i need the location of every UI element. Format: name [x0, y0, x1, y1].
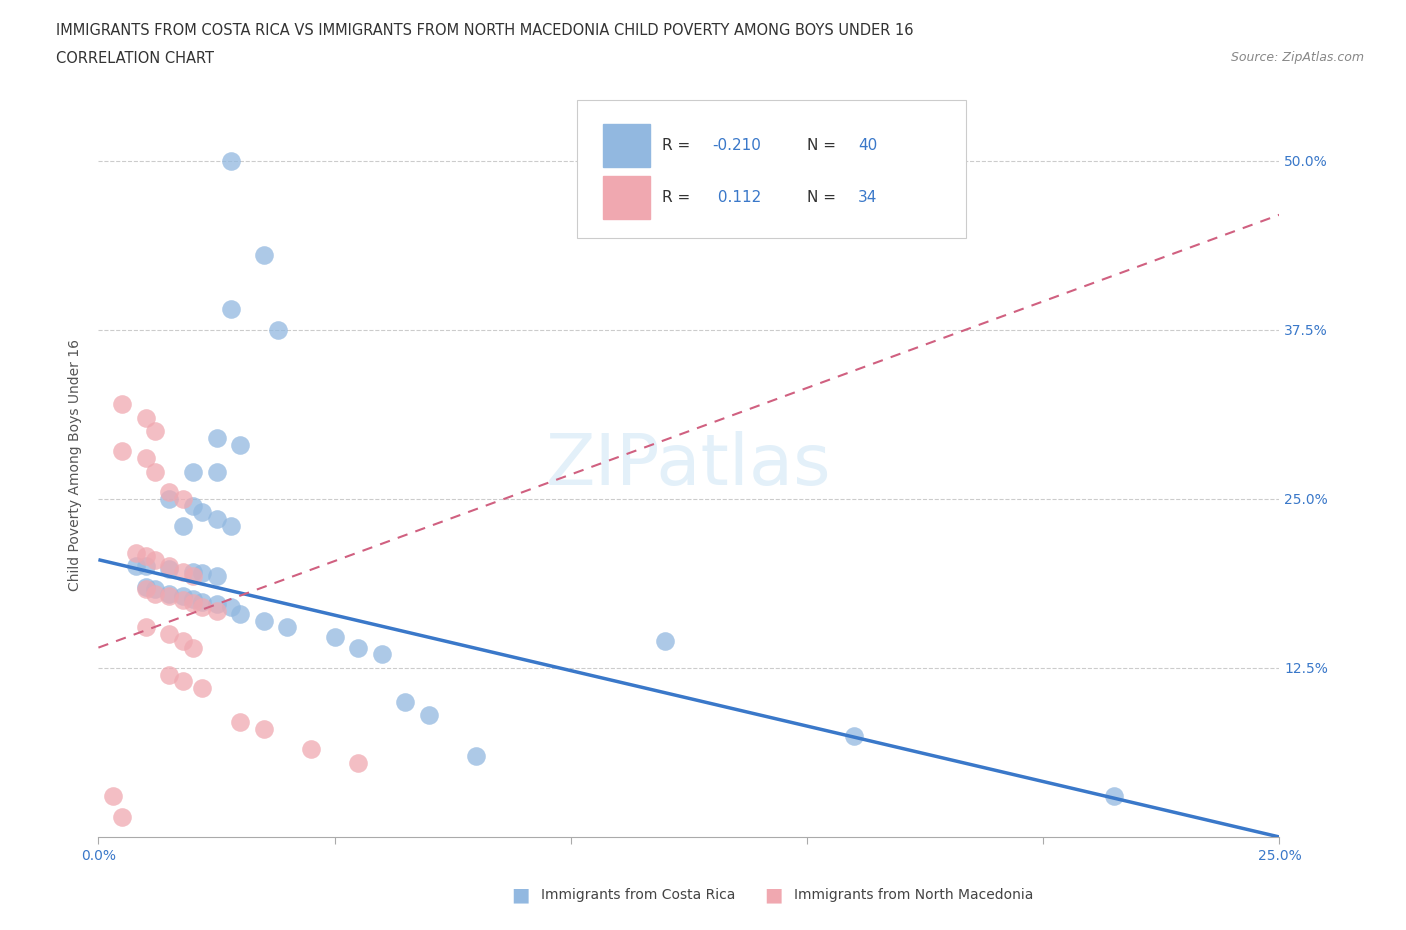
Point [253, 722, 276, 737]
Point [135, 559, 157, 574]
Text: R =: R = [662, 139, 695, 153]
Point [267, 323, 290, 338]
Point [323, 630, 346, 644]
Text: Source: ZipAtlas.com: Source: ZipAtlas.com [1230, 51, 1364, 64]
Point [135, 548, 157, 563]
Point [157, 589, 180, 604]
Text: 0.112: 0.112 [713, 191, 761, 206]
Text: N =: N = [807, 191, 841, 206]
Point [219, 302, 242, 317]
Point [347, 640, 370, 655]
Point [135, 582, 157, 597]
Point [157, 491, 180, 506]
Text: R =: R = [662, 191, 695, 206]
Point [172, 589, 194, 604]
Bar [603, 125, 650, 167]
Text: Immigrants from Costa Rica: Immigrants from Costa Rica [541, 887, 735, 902]
Text: ■: ■ [510, 885, 530, 904]
Point [191, 505, 214, 520]
Point [181, 565, 204, 579]
Point [125, 546, 148, 561]
Text: 34: 34 [858, 191, 877, 206]
Point [229, 714, 252, 729]
Point [135, 620, 157, 635]
Y-axis label: Child Poverty Among Boys Under 16: Child Poverty Among Boys Under 16 [69, 339, 83, 591]
Text: -0.210: -0.210 [713, 139, 762, 153]
Point [191, 600, 214, 615]
Point [172, 633, 194, 648]
Point [371, 647, 394, 662]
Point [157, 667, 180, 682]
Point [181, 498, 204, 513]
Point [181, 640, 204, 655]
Point [219, 600, 242, 615]
Point [191, 681, 214, 696]
Point [205, 597, 228, 612]
Point [125, 559, 148, 574]
Point [844, 728, 866, 743]
Point [205, 568, 228, 583]
Text: Immigrants from North Macedonia: Immigrants from North Macedonia [794, 887, 1033, 902]
Point [111, 397, 134, 412]
Bar [603, 177, 650, 219]
Point [299, 741, 322, 756]
Point [418, 708, 440, 723]
Point [229, 437, 252, 452]
Text: ■: ■ [763, 885, 783, 904]
Point [101, 789, 124, 804]
Point [191, 565, 214, 580]
Point [172, 565, 194, 579]
Point [135, 410, 157, 425]
Point [143, 464, 166, 479]
Point [172, 592, 194, 607]
Text: N =: N = [807, 139, 841, 153]
Point [347, 755, 370, 770]
Point [143, 586, 166, 601]
Point [157, 586, 180, 601]
Point [181, 591, 204, 606]
Text: ZIPatlas: ZIPatlas [546, 431, 832, 499]
Point [394, 695, 416, 710]
Point [219, 153, 242, 168]
Text: CORRELATION CHART: CORRELATION CHART [56, 51, 214, 66]
Text: IMMIGRANTS FROM COSTA RICA VS IMMIGRANTS FROM NORTH MACEDONIA CHILD POVERTY AMON: IMMIGRANTS FROM COSTA RICA VS IMMIGRANTS… [56, 23, 914, 38]
Point [172, 674, 194, 689]
Text: 40: 40 [858, 139, 877, 153]
Point [181, 595, 204, 610]
Point [172, 518, 194, 533]
Point [135, 579, 157, 594]
Point [253, 613, 276, 628]
Point [111, 809, 134, 824]
Point [181, 568, 204, 583]
Point [135, 451, 157, 466]
Point [1102, 789, 1125, 804]
Point [143, 424, 166, 439]
Point [157, 559, 180, 574]
Point [276, 620, 298, 635]
Point [654, 633, 676, 648]
Point [172, 491, 194, 506]
Point [205, 431, 228, 445]
Point [465, 749, 488, 764]
Point [219, 518, 242, 533]
Point [143, 552, 166, 567]
Point [205, 604, 228, 618]
Point [157, 627, 180, 642]
Point [157, 485, 180, 499]
Point [181, 464, 204, 479]
Point [111, 444, 134, 458]
Point [157, 562, 180, 577]
Point [205, 464, 228, 479]
Point [143, 582, 166, 597]
FancyBboxPatch shape [576, 100, 966, 238]
Point [205, 512, 228, 526]
Point [229, 606, 252, 621]
Point [253, 248, 276, 263]
Point [191, 594, 214, 609]
